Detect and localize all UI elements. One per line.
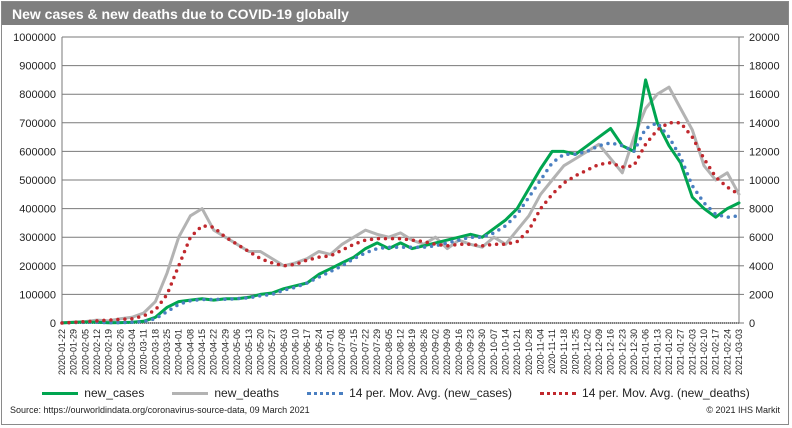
y-right-tick-label: 18000 (749, 61, 780, 73)
x-tick-label: 2020-09-09 (442, 329, 452, 375)
x-tick-label: 2020-10-07 (489, 329, 499, 375)
x-tick-label: 2020-09-23 (466, 329, 476, 375)
series-line-new-cases (60, 78, 741, 325)
y-right-tick-label: 14000 (749, 118, 780, 130)
x-tick-label: 2020-04-01 (174, 329, 184, 375)
x-tick-label: 2020-12-16 (606, 329, 616, 375)
x-tick-label: 2020-03-11 (139, 329, 149, 374)
x-tick-label: 2020-04-15 (197, 329, 207, 375)
y-left-tick-label: 300000 (19, 232, 56, 244)
x-tick-label: 2020-02-12 (92, 329, 102, 375)
legend-label: new_deaths (214, 386, 280, 400)
x-tick-label: 2020-06-03 (279, 329, 289, 375)
x-tick-label: 2020-04-22 (209, 329, 219, 375)
y-left-tick-label: 1000000 (13, 32, 56, 44)
x-tick-label: 2020-11-04 (536, 329, 546, 374)
source-note: Source: https://ourworldindata.org/coron… (10, 405, 310, 415)
x-tick-label: 2020-07-22 (360, 329, 370, 375)
x-tick-label: 2020-12-02 (582, 329, 592, 375)
y-right-tick-label: 16000 (749, 89, 780, 101)
x-tick-label: 2020-05-27 (267, 329, 277, 375)
copyright: © 2021 IHS Markit (706, 405, 780, 415)
y-left-tick-label: 700000 (19, 118, 56, 130)
legend-item-new-cases: new_cases (42, 386, 144, 400)
x-tick-label: 2021-01-13 (652, 329, 662, 375)
x-tick-label: 2020-07-01 (325, 329, 335, 375)
legend-label: new_cases (84, 386, 145, 400)
y-left-tick-label: 600000 (19, 146, 56, 158)
x-tick-label: 2020-10-28 (524, 329, 534, 375)
x-tick-label: 2020-09-30 (477, 329, 487, 375)
x-tick-label: 2020-07-15 (349, 329, 359, 375)
legend-item-new-deaths: new_deaths (172, 386, 279, 400)
x-tick-label: 2020-11-11 (547, 329, 557, 374)
chart-title: New cases & new deaths due to COVID-19 g… (12, 6, 349, 22)
x-tick-label: 2020-03-25 (162, 329, 172, 375)
x-tick-label: 2020-05-06 (232, 329, 242, 375)
x-tick-label: 2021-02-24 (722, 329, 732, 375)
x-tick-label: 2020-04-29 (220, 329, 230, 375)
x-tick-label: 2020-08-19 (407, 329, 417, 375)
series-line-14-per-mov-avg-new-deaths- (60, 121, 741, 325)
legend-item-ma-cases: 14 per. Mov. Avg. (new_cases) (307, 386, 512, 400)
y-left-tick-label: 200000 (19, 261, 56, 273)
y-left-tick-label: 900000 (19, 61, 56, 73)
x-tick-label: 2020-06-17 (302, 329, 312, 375)
x-tick-label: 2020-07-29 (372, 329, 382, 375)
x-tick-label: 2020-04-08 (185, 329, 195, 375)
x-tick-label: 2020-09-16 (454, 329, 464, 375)
x-tick-label: 2021-02-10 (699, 329, 709, 375)
x-tick-label: 2020-06-10 (290, 329, 300, 375)
x-tick-label: 2020-08-26 (419, 329, 429, 375)
title-bar: New cases & new deaths due to COVID-19 g… (2, 2, 788, 25)
y-right-tick-label: 0 (749, 318, 755, 330)
y-right-tick-label: 4000 (749, 261, 773, 273)
x-tick-label: 2020-02-19 (104, 329, 114, 375)
legend-item-ma-deaths: 14 per. Mov. Avg. (new_deaths) (540, 386, 750, 400)
legend: new_cases new_deaths 14 per. Mov. Avg. (… (0, 386, 792, 400)
x-tick-label: 2020-02-05 (80, 329, 90, 375)
x-tick-label: 2020-01-22 (57, 329, 67, 375)
y-right-tick-label: 2000 (749, 289, 773, 301)
y-left-tick-label: 0 (50, 318, 56, 330)
x-tick-label: 2020-01-29 (69, 329, 79, 375)
x-tick-label: 2020-11-25 (571, 329, 581, 374)
x-tick-label: 2020-08-12 (396, 329, 406, 375)
y-right-tick-label: 10000 (749, 175, 780, 187)
x-tick-label: 2021-02-17 (711, 329, 721, 375)
x-tick-label: 2020-10-21 (512, 329, 522, 375)
y-left-tick-label: 800000 (19, 89, 56, 101)
x-tick-label: 2020-10-14 (501, 329, 511, 375)
x-tick-label: 2020-07-08 (337, 329, 347, 375)
y-right-tick-label: 8000 (749, 204, 773, 216)
series-line-14-per-mov-avg-new-cases- (60, 121, 741, 325)
legend-label: 14 per. Mov. Avg. (new_cases) (349, 386, 513, 400)
x-tick-label: 2021-01-20 (664, 329, 674, 375)
x-tick-label: 2021-01-27 (676, 329, 686, 375)
x-tick-label: 2021-02-03 (687, 329, 697, 375)
x-tick-label: 2020-12-23 (617, 329, 627, 375)
x-tick-label: 2020-05-13 (244, 329, 254, 375)
x-tick-label: 2020-03-04 (127, 329, 137, 375)
y-right-tick-label: 12000 (749, 146, 780, 158)
x-tick-label: 2020-02-26 (115, 329, 125, 375)
x-tick-label: 2020-05-20 (255, 329, 265, 375)
x-tick-label: 2020-11-18 (559, 329, 569, 374)
x-tick-label: 2020-12-30 (629, 329, 639, 375)
x-tick-label: 2021-01-06 (641, 329, 651, 375)
y-left-tick-label: 400000 (19, 204, 56, 216)
x-tick-label: 2020-09-02 (431, 329, 441, 375)
y-right-tick-label: 20000 (749, 32, 780, 44)
y-left-tick-label: 100000 (19, 289, 56, 301)
x-tick-label: 2020-06-24 (314, 329, 324, 375)
y-left-tick-label: 500000 (19, 175, 56, 187)
y-right-tick-label: 6000 (749, 232, 773, 244)
x-tick-label: 2020-03-18 (150, 329, 160, 375)
x-tick-label: 2020-12-09 (594, 329, 604, 375)
legend-label: 14 per. Mov. Avg. (new_deaths) (582, 386, 750, 400)
x-tick-label: 2020-08-05 (384, 329, 394, 375)
x-tick-label: 2021-03-03 (734, 329, 744, 375)
